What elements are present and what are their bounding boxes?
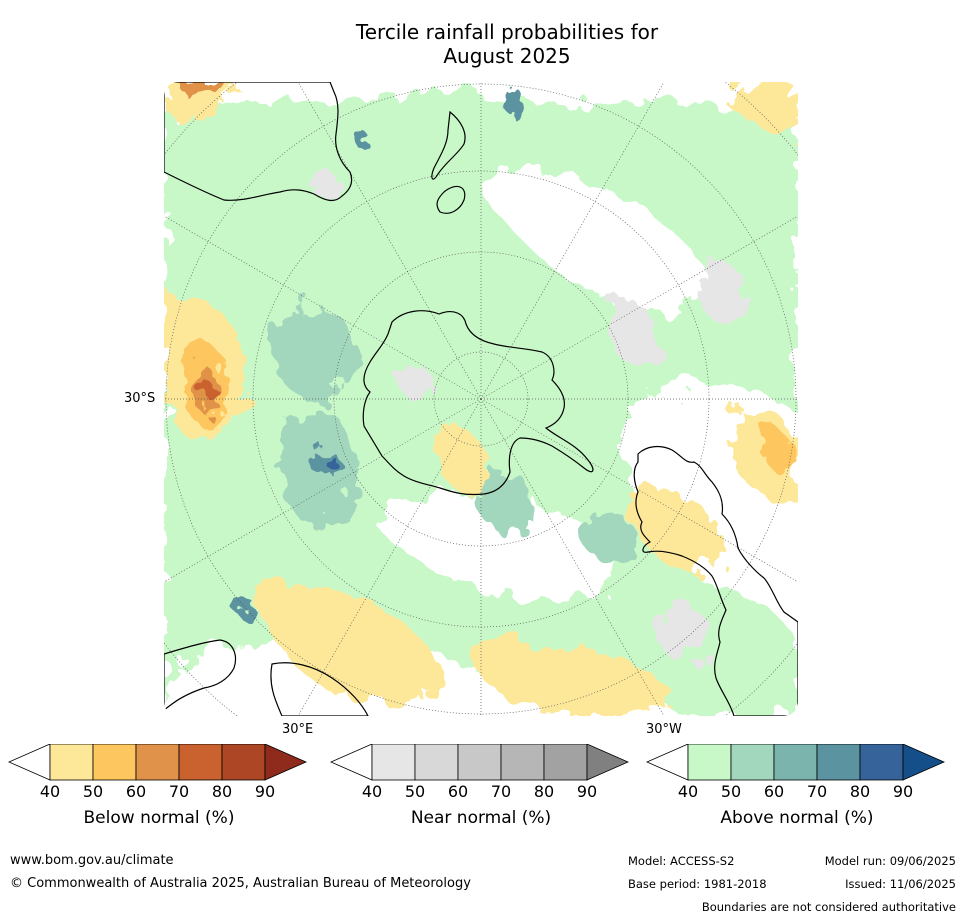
colorbar-tick-label: 90 (892, 782, 914, 801)
graticule (164, 82, 798, 716)
colorbar-tick-label: 40 (361, 782, 383, 801)
south-america-coast (633, 445, 798, 716)
colorbar-segment (687, 744, 732, 781)
model-text: Model: ACCESS-S2 (628, 854, 735, 868)
colorbar-segment (178, 744, 223, 781)
colorbar-tick-label: 60 (447, 782, 469, 801)
colorbar-tick-label: 90 (576, 782, 598, 801)
colorbar-extension-high (264, 744, 307, 781)
website-link[interactable]: www.bom.gov.au/climate (10, 853, 174, 868)
model-run-text: Model run: 09/06/2025 (824, 854, 956, 868)
lon-label-30e: 30°E (282, 722, 314, 737)
colorbar-tick-label: 50 (404, 782, 426, 801)
madagascar-coast (270, 662, 369, 716)
colorbar-tick-label: 40 (677, 782, 699, 801)
colorbar-segment (457, 744, 502, 781)
colorbar-tick-label: 40 (39, 782, 61, 801)
colorbar-tick-label: 50 (720, 782, 742, 801)
australia-coast (164, 82, 353, 202)
colorbar-segment (816, 744, 861, 781)
colorbar-tick-label: 80 (849, 782, 871, 801)
colorbar-extension-low (646, 744, 689, 781)
colorbar-segment (543, 744, 588, 781)
copyright-text: © Commonwealth of Australia 2025, Austra… (10, 876, 471, 891)
colorbar-tick-label: 80 (211, 782, 233, 801)
colorbar-extension-low (8, 744, 51, 781)
coastlines (164, 82, 798, 716)
below-normal-colorbar (8, 744, 307, 781)
antarctica-coast (362, 310, 594, 496)
colorbar-segment (859, 744, 904, 781)
title-line-1: Tercile rainfall probabilities for (355, 20, 659, 44)
disclaimer-text: Boundaries are not considered authoritat… (701, 900, 956, 914)
probability-shading (164, 82, 798, 716)
africa-coast (164, 639, 237, 712)
colorbar-tick-label: 70 (168, 782, 190, 801)
colorbar-segment (221, 744, 266, 781)
issued-text: Issued: 11/06/2025 (845, 877, 956, 891)
above-normal-colorbar (646, 744, 945, 781)
colorbar-segment (371, 744, 416, 781)
colorbar-tick-label: 80 (533, 782, 555, 801)
colorbar-extension-low (330, 744, 373, 781)
colorbar-tick-label: 60 (125, 782, 147, 801)
colorbar-tick-label: 90 (254, 782, 276, 801)
colorbar-segment (92, 744, 137, 781)
colorbar-segment (414, 744, 459, 781)
above-normal-label: Above normal (%) (720, 808, 874, 828)
near-normal-label: Near normal (%) (410, 808, 552, 828)
colorbar-segment (730, 744, 775, 781)
colorbar-tick-label: 60 (763, 782, 785, 801)
lat-label-30s: 30°S (124, 391, 156, 406)
new-zealand-coast (431, 110, 466, 180)
colorbar-segment (49, 744, 94, 781)
title-line-2: August 2025 (443, 44, 571, 68)
colorbar-segment (135, 744, 180, 781)
colorbar-segment (500, 744, 545, 781)
colorbar-extension-high (902, 744, 945, 781)
base-period-text: Base period: 1981-2018 (628, 877, 767, 891)
colorbar-extension-high (586, 744, 629, 781)
lon-label-30w: 30°W (646, 722, 682, 737)
colorbar-segment (773, 744, 818, 781)
colorbar-tick-label: 50 (82, 782, 104, 801)
map-title: Tercile rainfall probabilities for Augus… (0, 20, 965, 68)
near-normal-colorbar (330, 744, 629, 781)
colorbar-tick-label: 70 (806, 782, 828, 801)
rainfall-probability-map (164, 82, 798, 716)
colorbar-tick-label: 70 (490, 782, 512, 801)
below-normal-label: Below normal (%) (83, 808, 235, 828)
